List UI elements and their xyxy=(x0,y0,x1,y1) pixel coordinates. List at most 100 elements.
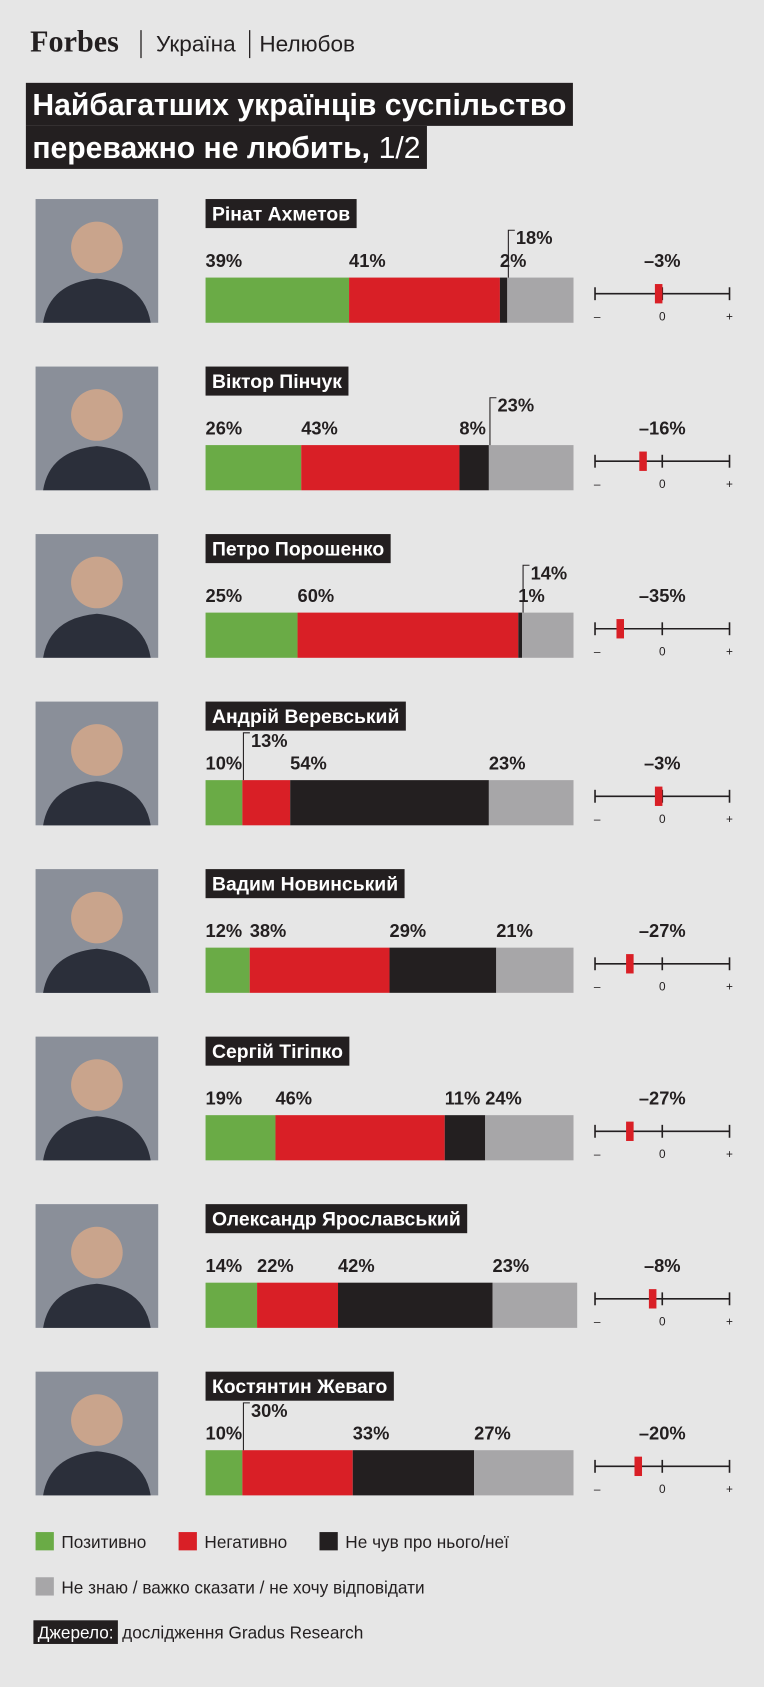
legend-label: Негативно xyxy=(204,1532,287,1552)
bar-segment xyxy=(485,1115,574,1161)
leader-line xyxy=(507,229,515,278)
tick-label: 0 xyxy=(659,310,666,324)
photo-head xyxy=(71,556,123,609)
bar-segment xyxy=(507,277,574,323)
tick-label: – xyxy=(594,1147,601,1161)
bar-segment xyxy=(205,1282,258,1328)
value-label: 12% xyxy=(206,920,243,941)
name: Олександр Ярославський xyxy=(212,1209,461,1231)
bar-segment xyxy=(205,947,250,993)
source-label-box xyxy=(33,1620,118,1644)
tick-label: – xyxy=(594,980,601,994)
bar-segment xyxy=(205,780,243,826)
legend-swatch xyxy=(35,1577,54,1596)
balance-label: –35% xyxy=(639,585,686,606)
bar-segment xyxy=(518,612,522,658)
balance: – 0 + –20% xyxy=(594,1422,733,1496)
bar-segment xyxy=(242,780,291,826)
name-box xyxy=(205,1204,468,1234)
bar-segment xyxy=(257,1282,339,1328)
bar-segment xyxy=(492,1282,578,1328)
tick-label: 0 xyxy=(659,1147,666,1161)
row: Вадим Новинський 12% 38% 29% 21% xyxy=(35,869,574,993)
balance-marker xyxy=(654,786,663,806)
row: Андрій Веревський 10% 13%54% 23% xyxy=(35,701,574,826)
title-box xyxy=(25,82,573,126)
bar-segment xyxy=(474,1450,574,1496)
legend-swatch xyxy=(35,1532,54,1551)
brand: Forbes xyxy=(30,25,119,59)
bar-segment xyxy=(301,445,460,491)
balance: – 0 + –16% xyxy=(594,417,733,491)
bar-segment xyxy=(205,277,350,323)
value-label: 19% xyxy=(206,1087,243,1108)
photo-head xyxy=(71,1059,123,1111)
legend-swatch xyxy=(178,1532,197,1551)
value-label: 8% xyxy=(459,417,485,438)
row: Олександр Ярославський 14% 22% 42% 23% xyxy=(35,1204,578,1328)
balance-marker xyxy=(639,451,647,471)
row: Рінат Ахметов 39% 41% 2%18% xyxy=(35,199,574,323)
bar-segment xyxy=(444,1115,486,1161)
tick-label: 0 xyxy=(659,1482,666,1496)
source-label: Джерело: xyxy=(38,1623,114,1643)
balance-label: –27% xyxy=(639,920,686,941)
bar-segment xyxy=(338,1282,493,1328)
balance-marker xyxy=(634,1456,643,1477)
value-label: 23% xyxy=(497,395,534,416)
row: Костянтин Жеваго 10% 30% 33% 27% xyxy=(35,1371,574,1496)
tick-label: – xyxy=(594,1315,601,1329)
name: Рінат Ахметов xyxy=(212,204,350,226)
section: Україна xyxy=(156,32,236,57)
leader-line xyxy=(242,732,250,781)
tick-label: + xyxy=(726,645,733,659)
balance-label: –16% xyxy=(639,417,686,438)
tick-label: + xyxy=(726,1147,733,1161)
balance-label: –20% xyxy=(639,1422,686,1443)
tick-label: 0 xyxy=(659,477,666,491)
balance-label: –3% xyxy=(644,250,681,271)
value-label: 46% xyxy=(275,1087,312,1108)
title-part: 1/2 xyxy=(379,132,421,165)
value-label: 29% xyxy=(390,920,427,941)
value-label: 18% xyxy=(516,227,553,248)
name: Сергій Тігіпко xyxy=(212,1041,343,1063)
value-label: 26% xyxy=(206,417,243,438)
name-box xyxy=(205,1371,394,1401)
bar-segment xyxy=(205,445,302,491)
photo-body xyxy=(43,1451,151,1496)
photo-body xyxy=(43,781,151,826)
name-box xyxy=(205,1036,350,1066)
value-label: 27% xyxy=(474,1422,511,1443)
value-label: 11% xyxy=(445,1087,481,1108)
value-label: 14% xyxy=(531,562,568,583)
legend-swatch xyxy=(319,1532,338,1551)
balance-label: –3% xyxy=(644,752,681,773)
bar-segment xyxy=(389,947,497,993)
photo-body xyxy=(43,1283,151,1328)
tick-label: + xyxy=(726,1315,733,1329)
balance-marker xyxy=(626,954,634,974)
photo-body xyxy=(43,948,151,993)
photo-head xyxy=(71,389,123,441)
photo-body xyxy=(43,278,151,323)
title-box xyxy=(25,125,427,169)
topic: Нелюбов xyxy=(259,32,355,57)
name-box xyxy=(205,869,405,899)
value-label: 38% xyxy=(250,920,287,941)
tick-label: – xyxy=(594,812,601,826)
tick-label: 0 xyxy=(659,645,666,659)
name-box xyxy=(205,199,357,229)
tick-label: – xyxy=(594,1482,601,1496)
value-label: 1% xyxy=(518,585,544,606)
bar-segment xyxy=(521,612,574,658)
name: Петро Порошенко xyxy=(212,539,384,561)
name: Костянтин Жеваго xyxy=(212,1376,388,1398)
tick-label: 0 xyxy=(659,980,666,994)
value-label: 10% xyxy=(206,752,243,773)
balance-marker xyxy=(648,1289,657,1309)
bar-segment xyxy=(488,780,574,826)
value-label: 22% xyxy=(257,1255,294,1276)
tick-label: + xyxy=(726,310,733,324)
